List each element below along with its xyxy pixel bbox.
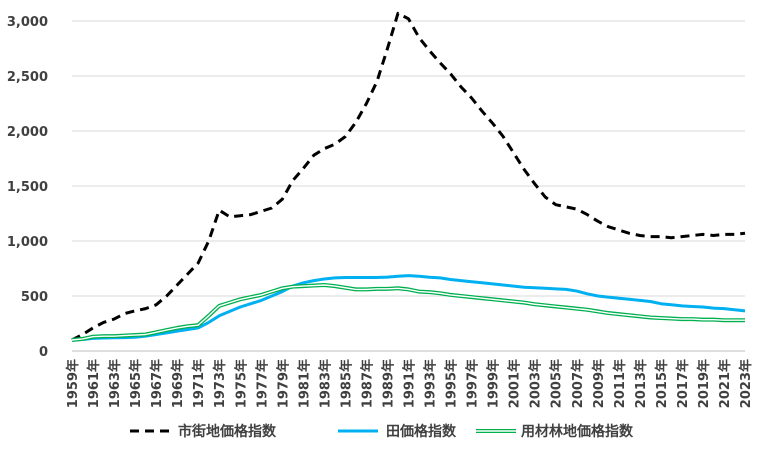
series-1 — [71, 274, 746, 342]
x-tick-label: 1967年 — [149, 359, 165, 408]
legend-label: 用材林地価格指数 — [521, 423, 634, 440]
x-tick-label: 1989年 — [380, 359, 396, 408]
x-tick-label: 1963年 — [107, 359, 123, 408]
gridlines — [72, 20, 745, 297]
y-tick-label: 3,000 — [7, 15, 48, 30]
y-tick-label: 2,000 — [7, 125, 48, 140]
x-tick-label: 1997年 — [465, 359, 481, 408]
x-tick-label: 2005年 — [549, 359, 565, 408]
x-tick-label: 2017年 — [675, 359, 691, 408]
legend-label: 田価格指数 — [386, 423, 457, 440]
x-tick-label: 1995年 — [444, 359, 460, 408]
series-line-inner — [71, 284, 745, 341]
x-tick-label: 2007年 — [570, 359, 586, 408]
y-tick-label: 500 — [21, 290, 48, 305]
x-tick-label: 1959年 — [65, 359, 81, 408]
legend-label: 市街地価格指数 — [178, 423, 277, 440]
legend-item-1: 田価格指数 — [338, 423, 457, 440]
x-tick-label: 1983年 — [317, 359, 333, 408]
x-tick-label: 1973年 — [212, 359, 228, 408]
x-tick-label: 1965年 — [128, 359, 144, 408]
x-axis-tick-labels: 1959年 1961年 1963年 1965年 1967年 1969年 1971年 1973年… — [65, 359, 754, 408]
series-lines — [71, 11, 746, 342]
x-tick-label: 1987年 — [359, 359, 375, 408]
x-tick-label: 1961年 — [86, 359, 102, 408]
x-tick-label: 1977年 — [254, 359, 270, 408]
legend-item-2: 用材林地価格指数 — [476, 423, 634, 440]
x-tick-label: 2021年 — [717, 359, 733, 408]
x-tick-label: 2009年 — [591, 359, 607, 408]
series-2 — [71, 283, 745, 342]
y-tick-label: 1,000 — [7, 235, 48, 250]
y-tick-label: 1,500 — [7, 180, 48, 195]
series-line — [71, 274, 746, 342]
x-tick-label: 1993年 — [423, 359, 439, 408]
series-0 — [71, 11, 746, 342]
x-tick-label: 1999年 — [486, 359, 502, 408]
x-tick-label: 2001年 — [507, 359, 523, 408]
x-tick-label: 2023年 — [738, 359, 754, 408]
x-tick-label: 2011年 — [612, 359, 628, 408]
x-tick-label: 1991年 — [402, 359, 418, 408]
x-tick-label: 1971年 — [191, 359, 207, 408]
y-tick-label: 0 — [39, 345, 48, 360]
x-tick-label: 1975年 — [233, 359, 249, 408]
x-tick-label: 2019年 — [696, 359, 712, 408]
x-tick-label: 1981年 — [296, 359, 312, 408]
x-tick-label: 2015年 — [654, 359, 670, 408]
series-line — [71, 11, 746, 342]
legend: 市街地価格指数 田価格指数 用材林地価格指数 — [130, 423, 634, 440]
y-axis-tick-labels: 0 500 1,000 1,500 2,000 2,500 3,000 — [7, 15, 48, 360]
y-tick-label: 2,500 — [7, 70, 48, 85]
x-tick-label: 1985年 — [338, 359, 354, 408]
x-tick-label: 1969年 — [170, 359, 186, 408]
x-tick-label: 2013年 — [633, 359, 649, 408]
x-tick-label: 2003年 — [528, 359, 544, 408]
legend-item-0: 市街地価格指数 — [130, 423, 277, 440]
x-tick-label: 1979年 — [275, 359, 291, 408]
